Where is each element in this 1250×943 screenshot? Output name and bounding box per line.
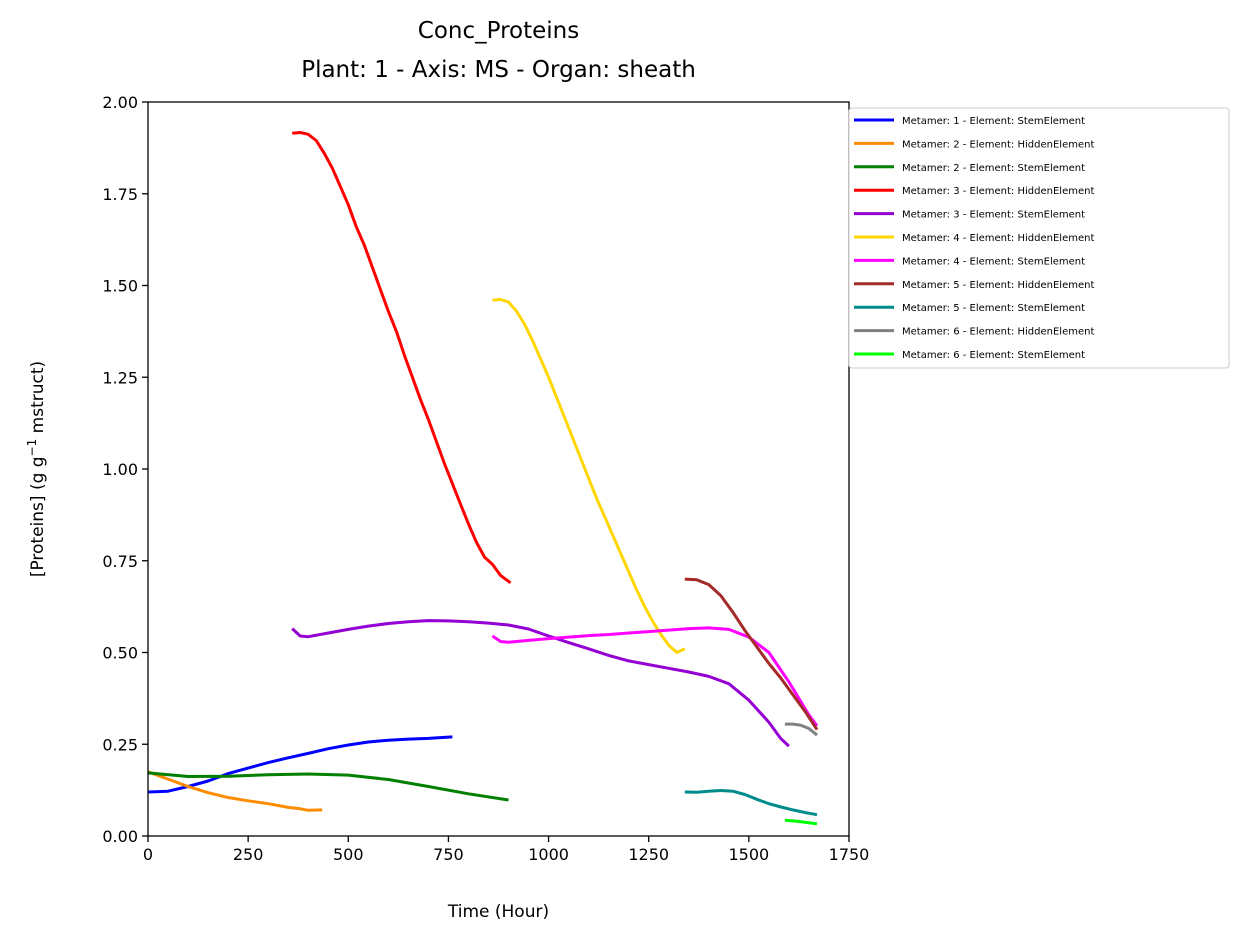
- x-tick-label: 1750: [829, 845, 870, 864]
- chart-title: Conc_Proteins: [417, 18, 580, 44]
- legend-entry: Metamer: 6 - Element: HiddenElement: [902, 327, 1094, 338]
- x-tick-label: 0: [143, 845, 153, 864]
- series-line-8: [684, 577, 819, 731]
- legend-entry: Metamer: 3 - Element: HiddenElement: [902, 186, 1094, 197]
- series-line-3: [147, 771, 509, 802]
- x-tick-label: 500: [333, 845, 364, 864]
- legend-entry: Metamer: 3 - Element: StemElement: [902, 210, 1085, 221]
- series-line-9: [684, 789, 818, 817]
- y-axis-label: [Proteins] (g g−1 mstruct): [25, 361, 48, 577]
- y-axis-label-superscript: −1: [25, 439, 39, 457]
- y-tick-label: 1.00: [102, 460, 138, 479]
- x-tick-label: 1000: [528, 845, 569, 864]
- y-tick-label: 1.50: [102, 277, 138, 296]
- legend-entry: Metamer: 5 - Element: StemElement: [902, 303, 1085, 314]
- x-tick-label: 250: [233, 845, 264, 864]
- y-axis-label-unit: mstruct): [28, 361, 48, 439]
- x-tick-label: 1500: [728, 845, 769, 864]
- chart-subtitle: Plant: 1 - Axis: MS - Organ: sheath: [301, 57, 696, 83]
- legend-entry: Metamer: 1 - Element: StemElement: [902, 116, 1085, 127]
- x-axis-label: Time (Hour): [447, 902, 549, 922]
- plot-area: [147, 101, 850, 837]
- y-tick-label: 0.00: [102, 827, 138, 846]
- series-line-4: [292, 131, 512, 585]
- series-line-1: [147, 735, 453, 794]
- x-axis: 0 250 500 750 1000 1250 1500 1750: [143, 836, 869, 864]
- y-tick-label: 1.25: [102, 368, 138, 387]
- legend-box: [848, 107, 1230, 369]
- y-tick-label: 1.75: [102, 185, 138, 204]
- series-line-10: [784, 722, 818, 737]
- series-line-2: [147, 770, 323, 812]
- legend-entry: Metamer: 5 - Element: HiddenElement: [902, 280, 1094, 291]
- series-line-5: [291, 619, 790, 748]
- legend-entry: Metamer: 2 - Element: HiddenElement: [902, 139, 1094, 150]
- legend-entry: Metamer: 6 - Element: StemElement: [902, 350, 1085, 361]
- legend-entry: Metamer: 4 - Element: HiddenElement: [902, 233, 1094, 244]
- y-tick-label: 0.25: [102, 735, 138, 754]
- series-layer: [147, 131, 819, 826]
- y-axis-label-main: [Proteins] (g g: [28, 456, 48, 577]
- legend: Metamer: 1 - Element: StemElement Metamer…: [848, 107, 1230, 369]
- y-tick-label: 2.00: [102, 93, 138, 112]
- x-tick-label: 1250: [628, 845, 669, 864]
- y-tick-label: 0.50: [102, 644, 138, 663]
- y-axis: 0.00 0.25 0.50 0.75 1.00 1.25 1.50 1.75 2.00: [102, 93, 148, 846]
- series-line-6: [492, 297, 686, 654]
- y-tick-label: 0.75: [102, 552, 138, 571]
- x-tick-label: 750: [433, 845, 464, 864]
- legend-entry: Metamer: 4 - Element: StemElement: [902, 256, 1085, 267]
- series-line-11: [784, 818, 818, 826]
- series-line-7: [491, 626, 819, 727]
- legend-entry: Metamer: 2 - Element: StemElement: [902, 163, 1085, 174]
